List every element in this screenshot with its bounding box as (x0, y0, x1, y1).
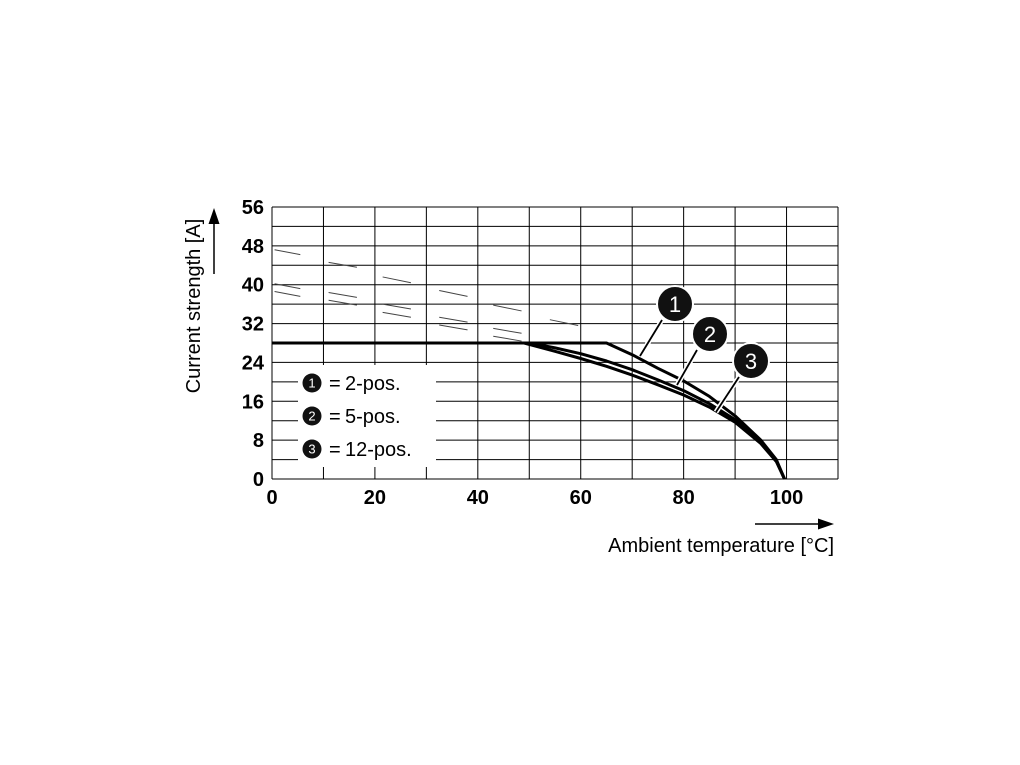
legend-item-3: 3 = 12-pos. (302, 439, 412, 461)
ghost-dash (274, 283, 301, 290)
ghost-dash (493, 335, 522, 342)
callout-marker-label: 1 (669, 292, 681, 317)
x-axis-title-group: Ambient temperature [°C] (608, 518, 834, 557)
x-tick-label: 20 (364, 487, 386, 509)
ghost-dash (439, 324, 468, 331)
y-tick-label: 56 (242, 197, 264, 219)
x-tick-label: 0 (266, 487, 277, 509)
legend-label-3: 12-pos. (345, 439, 412, 461)
ghost-dash (328, 261, 357, 268)
callout-marker-3 (732, 342, 770, 380)
callout-leader (676, 349, 698, 386)
ghost-dash (382, 303, 412, 310)
x-tick-label: 100 (770, 487, 803, 509)
legend-item-2: 2 = 5-pos. (302, 406, 401, 428)
legend-marker-3-label: 3 (308, 442, 315, 457)
series-line-3 (272, 341, 786, 480)
legend-label-2: 5-pos. (345, 406, 401, 428)
ghost-dash (382, 311, 412, 318)
legend-marker-1-label: 1 (308, 376, 315, 391)
x-tick-label: 80 (673, 487, 695, 509)
series-lines (272, 341, 786, 480)
ghost-dash (328, 291, 357, 298)
legend: 1 = 2-pos. 2 = 5-pos. 3 = 12-pos. (298, 365, 436, 467)
callout-marker-2 (691, 315, 729, 353)
ghost-dash (328, 299, 357, 306)
y-tick-label: 32 (242, 314, 264, 336)
y-tick-label: 16 (242, 391, 264, 413)
ghost-dash (274, 291, 301, 297)
x-tick-label: 40 (467, 487, 489, 509)
x-axis-arrow-icon (818, 518, 834, 530)
callout-leader (715, 376, 740, 413)
ghost-dash (493, 327, 522, 334)
legend-eq-2: = (329, 406, 341, 428)
legend-label-1: 2-pos. (345, 373, 401, 395)
legend-item-1: 1 = 2-pos. (302, 373, 401, 395)
legend-marker-1 (302, 373, 322, 393)
legend-marker-2 (302, 406, 322, 426)
y-axis-title: Current strength [A] (183, 219, 205, 394)
ghost-dashes (274, 249, 579, 342)
y-axis-title-group: Current strength [A] (183, 208, 220, 393)
y-tick-label: 8 (253, 430, 264, 452)
legend-marker-3 (302, 439, 322, 459)
x-tick-label: 60 (570, 487, 592, 509)
y-axis-arrow-icon (208, 208, 220, 224)
legend-eq-3: = (329, 439, 341, 461)
ghost-dash (549, 319, 579, 327)
ghost-dash (493, 304, 522, 312)
callout-leader (639, 319, 663, 357)
ghost-dash (274, 249, 301, 256)
x-axis-title: Ambient temperature [°C] (608, 535, 834, 557)
legend-marker-2-label: 2 (308, 409, 315, 424)
callout-marker-1 (656, 285, 694, 323)
y-tick-label: 24 (242, 352, 265, 374)
callout-marker-label: 3 (745, 349, 757, 374)
y-tick-label: 40 (242, 275, 264, 297)
y-tick-label: 48 (242, 236, 264, 258)
callout-marker-label: 2 (704, 322, 716, 347)
ghost-dash (439, 290, 468, 297)
chart-grid (271, 206, 839, 480)
series-callouts: 12 3 (637, 285, 770, 414)
y-tick-label: 0 (253, 469, 264, 491)
ghost-dash (382, 276, 412, 284)
ghost-dash (439, 316, 468, 323)
legend-eq-1: = (329, 373, 341, 395)
